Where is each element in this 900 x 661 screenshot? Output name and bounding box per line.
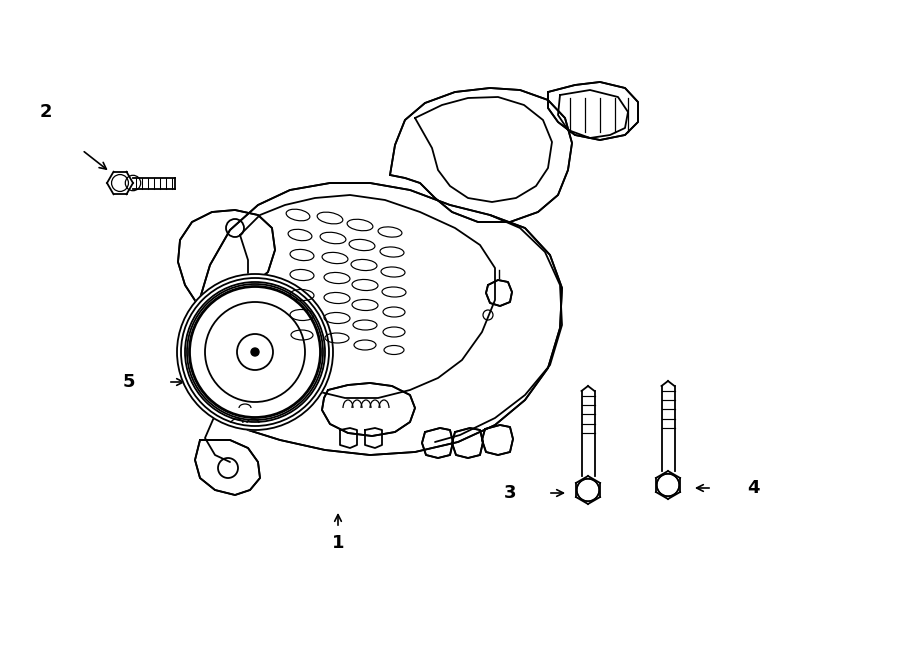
Circle shape — [177, 274, 333, 430]
Polygon shape — [198, 183, 562, 455]
Polygon shape — [452, 428, 483, 458]
Polygon shape — [390, 88, 572, 222]
Text: 2: 2 — [40, 103, 52, 121]
Polygon shape — [422, 428, 453, 458]
Polygon shape — [178, 210, 275, 305]
Polygon shape — [195, 440, 260, 495]
Polygon shape — [486, 280, 512, 306]
Text: 1: 1 — [332, 534, 344, 552]
Text: 4: 4 — [747, 479, 760, 497]
Circle shape — [577, 479, 599, 501]
Polygon shape — [548, 82, 638, 140]
Text: 5: 5 — [122, 373, 135, 391]
Polygon shape — [322, 383, 415, 436]
Circle shape — [251, 348, 259, 356]
Text: 3: 3 — [504, 484, 517, 502]
Polygon shape — [482, 425, 513, 455]
Circle shape — [657, 474, 680, 496]
